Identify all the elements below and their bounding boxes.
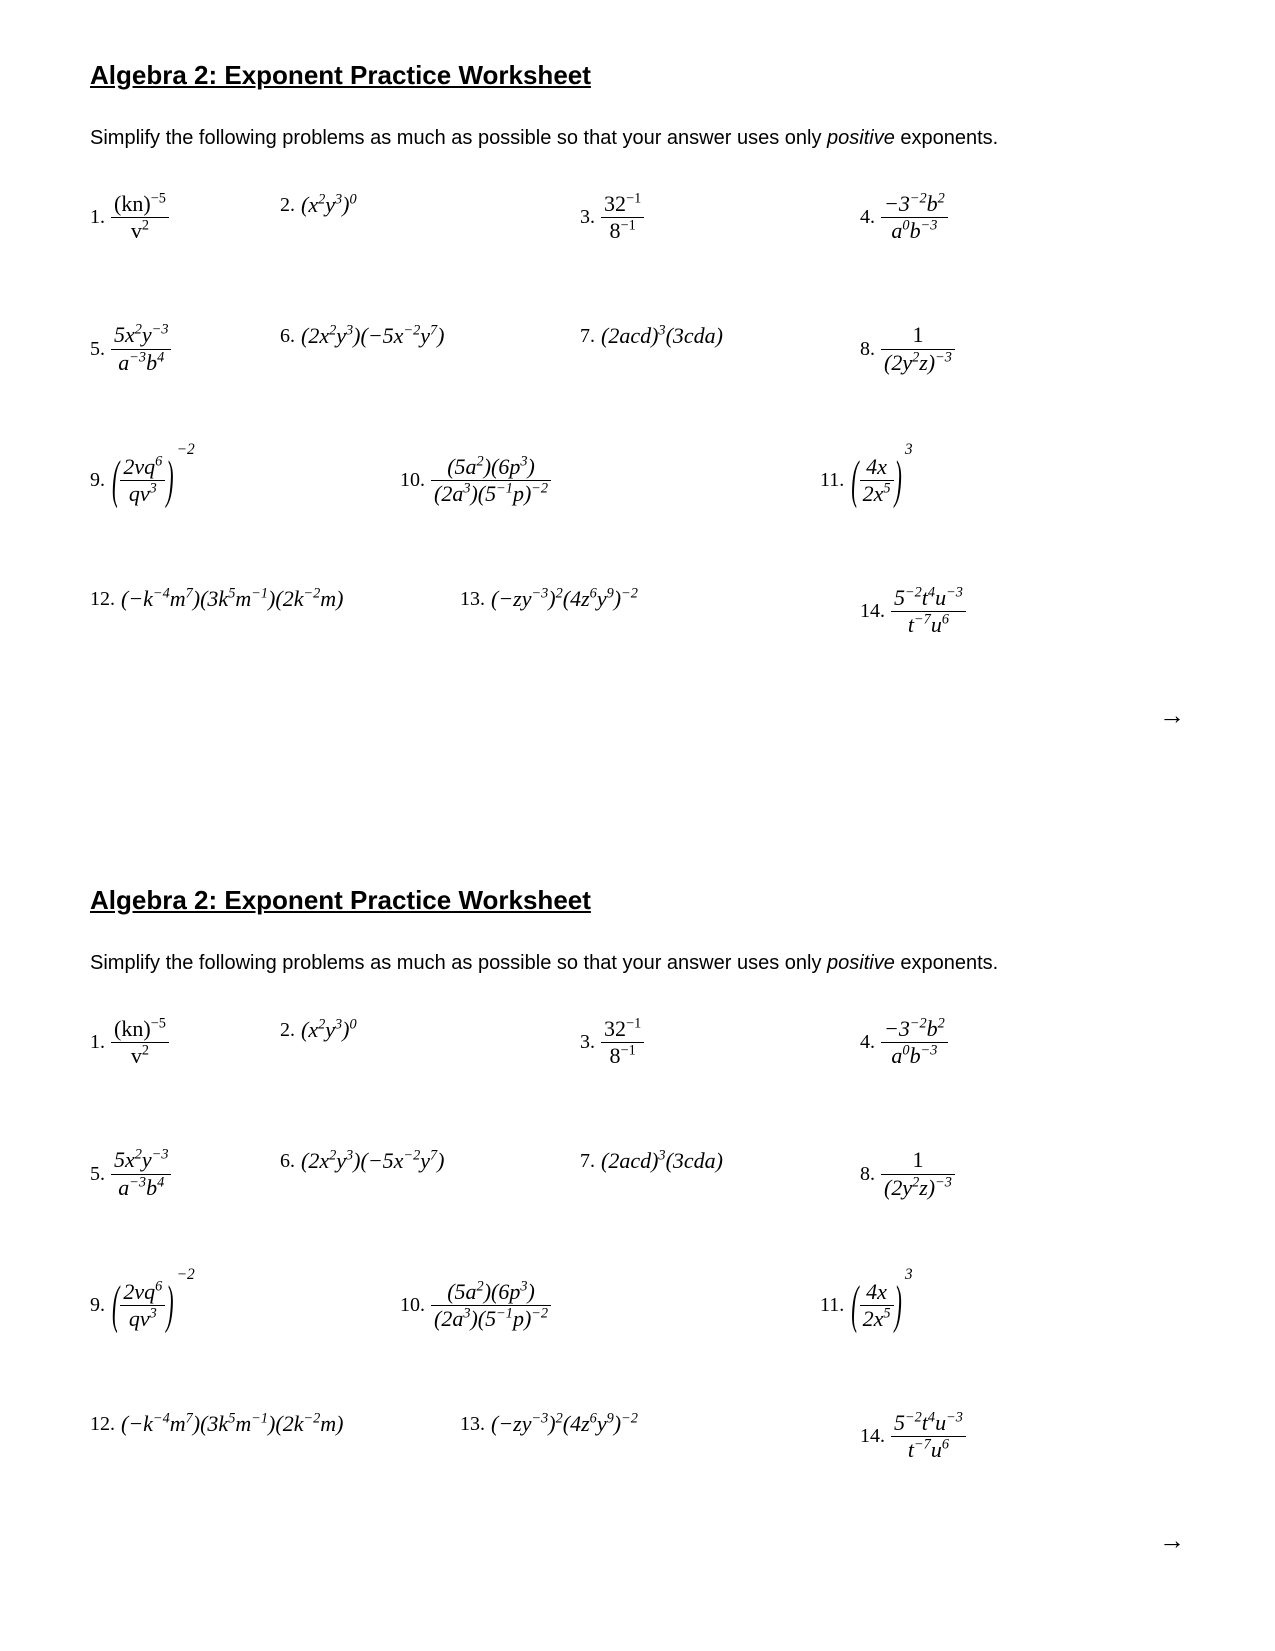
problem-row: 5. 5x2y−3 a−3b4 6. (2x2y3)(−5x−2y7) 7. (…: [90, 323, 1185, 374]
problem-9: 9. 2vq6qv3−2: [90, 1280, 400, 1331]
worksheet-page-2: Algebra 2: Exponent Practice Worksheet S…: [0, 825, 1275, 1650]
continue-arrow-icon: →: [1159, 1525, 1185, 1556]
problem-5: 5. 5x2y−3a−3b4: [90, 1148, 280, 1199]
instructions-post: exponents.: [895, 127, 998, 149]
problem-row: 5. 5x2y−3a−3b4 6. (2x2y3)(−5x−2y7) 7. (2…: [90, 1148, 1185, 1199]
problem-number: 1.: [90, 206, 105, 229]
worksheet-title: Algebra 2: Exponent Practice Worksheet: [90, 60, 1185, 91]
problem-7: 7. (2acd)3(3cda): [580, 1148, 860, 1174]
problem-row: 12. (−k−4m7)(3k5m−1)(2k−2m) 13. (−zy−3)2…: [90, 586, 1185, 637]
problem-1: 1. (kn)−5 v2: [90, 192, 280, 243]
problem-row: 1. (kn)−5v2 2. (x2y3)0 3. 32−18−1 4. −3−…: [90, 1017, 1185, 1068]
problem-4: 4. −3−2b2 a0b−3: [860, 192, 948, 243]
problem-8: 8. 1(2y2z)−3: [860, 1148, 955, 1199]
instructions: Simplify the following problems as much …: [90, 127, 1185, 150]
problem-number: 3.: [580, 206, 595, 229]
problem-number: 10.: [400, 469, 425, 492]
problem-13: 13. (−zy−3)2(4z6y9)−2: [460, 586, 860, 612]
instructions-em: positive: [827, 127, 895, 149]
problem-12: 12. (−k−4m7)(3k5m−1)(2k−2m): [90, 1411, 460, 1437]
problem-4: 4. −3−2b2a0b−3: [860, 1017, 948, 1068]
problem-number: 7.: [580, 325, 595, 348]
problem-row: 1. (kn)−5 v2 2. (x2y3)0 3. 32−1 8−1 4.: [90, 192, 1185, 243]
problem-11: 11. 4x 2x5 3: [820, 455, 913, 506]
worksheet-title: Algebra 2: Exponent Practice Worksheet: [90, 885, 1185, 916]
problem-13: 13. (−zy−3)2(4z6y9)−2: [460, 1411, 860, 1437]
problem-number: 13.: [460, 588, 485, 611]
problem-number: 6.: [280, 325, 295, 348]
problem-number: 5.: [90, 338, 105, 361]
problem-7: 7. (2acd)3(3cda): [580, 323, 860, 349]
problem-3: 3. 32−1 8−1: [580, 192, 860, 243]
worksheet-page-1: Algebra 2: Exponent Practice Worksheet S…: [0, 0, 1275, 825]
problem-number: 11.: [820, 469, 844, 492]
problem-number: 4.: [860, 206, 875, 229]
problem-10: 10. (5a2)(6p3)(2a3)(5−1p)−2: [400, 1280, 820, 1331]
problem-number: 14.: [860, 600, 885, 623]
problem-6: 6. (2x2y3)(−5x−2y7): [280, 323, 580, 349]
problem-row: 9. 2vq6qv3−2 10. (5a2)(6p3)(2a3)(5−1p)−2…: [90, 1280, 1185, 1331]
problem-number: 9.: [90, 469, 105, 492]
problem-12: 12. (−k−4m7)(3k5m−1)(2k−2m): [90, 586, 460, 612]
problem-2: 2. (x2y3)0: [280, 1017, 580, 1043]
instructions-post: exponents.: [895, 952, 998, 974]
problem-14: 14. 5−2t4u−3 t−7u6: [860, 586, 966, 637]
continue-arrow-icon: →: [1159, 700, 1185, 731]
problem-14: 14. 5−2t4u−3t−7u6: [860, 1411, 966, 1462]
instructions-pre: Simplify the following problems as much …: [90, 127, 827, 149]
problem-10: 10. (5a2)(6p3) (2a3)(5−1p)−2: [400, 455, 820, 506]
problem-9: 9. 2vq6 qv3 −2: [90, 455, 400, 506]
instructions-em: positive: [827, 952, 895, 974]
problem-6: 6. (2x2y3)(−5x−2y7): [280, 1148, 580, 1174]
problem-2: 2. (x2y3)0: [280, 192, 580, 218]
problem-row: 12. (−k−4m7)(3k5m−1)(2k−2m) 13. (−zy−3)2…: [90, 1411, 1185, 1462]
problem-number: 8.: [860, 338, 875, 361]
problem-8: 8. 1 (2y2z)−3: [860, 323, 955, 374]
problem-number: 2.: [280, 194, 295, 217]
problem-number: 12.: [90, 588, 115, 611]
problem-row: 9. 2vq6 qv3 −2 10. (5a2)(6p3) (2a3)(5−1p…: [90, 455, 1185, 506]
problem-3: 3. 32−18−1: [580, 1017, 860, 1068]
problem-5: 5. 5x2y−3 a−3b4: [90, 323, 280, 374]
problem-1: 1. (kn)−5v2: [90, 1017, 280, 1068]
instructions-pre: Simplify the following problems as much …: [90, 952, 827, 974]
problem-11: 11. 4x2x53: [820, 1280, 913, 1331]
instructions: Simplify the following problems as much …: [90, 952, 1185, 975]
